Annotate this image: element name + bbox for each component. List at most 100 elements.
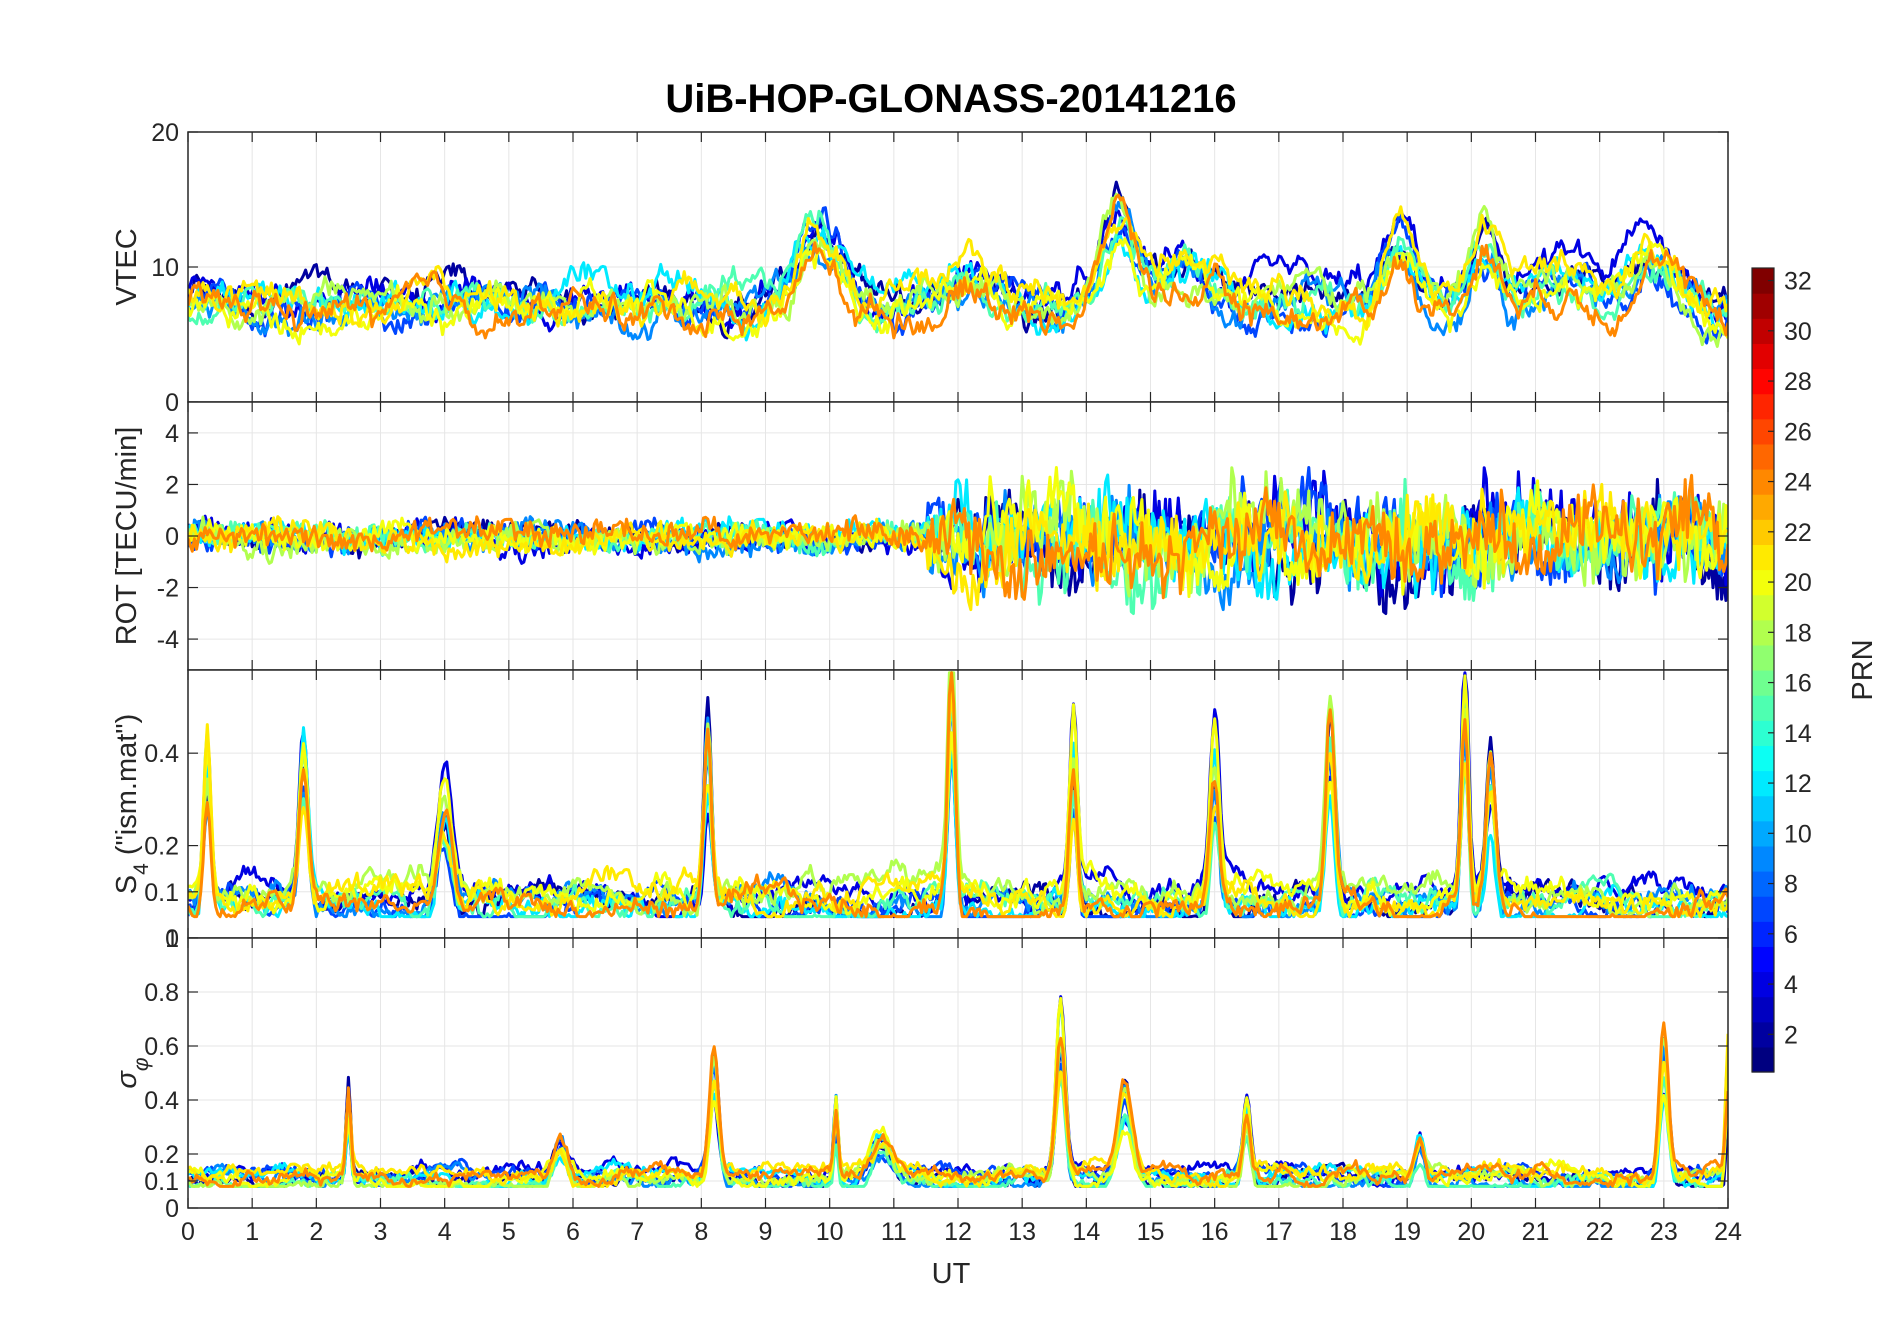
- x-tick-label: 23: [1650, 1218, 1678, 1246]
- colorbar-segment: [1752, 619, 1774, 646]
- x-tick-label: 21: [1522, 1218, 1550, 1246]
- series-group: [188, 466, 1728, 615]
- panel-rot: -4 -2 0 2 4 ROT [TECU/min]: [111, 401, 1729, 671]
- colorbar-segment: [1752, 418, 1774, 445]
- colorbar-tick-label: 8: [1784, 871, 1798, 899]
- colorbar-segment: [1752, 720, 1774, 746]
- x-tick-label: 24: [1714, 1218, 1742, 1246]
- x-tick-label: 16: [1201, 1218, 1229, 1246]
- panel-sigma: 00.10.20.40.60.810 1 2 3 4 5 6 7 8 9 10 11 12 13 14 15 1…: [111, 925, 1742, 1246]
- colorbar-segment: [1752, 318, 1774, 344]
- colorbar-tick-label: 18: [1784, 619, 1812, 647]
- colorbar-segment: [1752, 393, 1774, 420]
- y-tick-label: 1: [165, 925, 179, 953]
- x-tick-label: 19: [1393, 1218, 1421, 1246]
- colorbar-segment: [1752, 745, 1774, 772]
- colorbar-segment: [1752, 1021, 1774, 1048]
- colorbar-segment: [1752, 670, 1774, 696]
- y-tick-label: 0.2: [144, 1141, 179, 1169]
- y-tick-label: 2: [165, 471, 179, 499]
- series-group: [188, 180, 1728, 348]
- y-axis-label-sigma: σφ: [111, 1057, 153, 1089]
- y-tick-label: 0.1: [144, 1168, 179, 1196]
- x-tick-label: 14: [1072, 1218, 1100, 1246]
- chart-title: UiB-HOP-GLONASS-20141216: [665, 77, 1236, 121]
- colorbar-tick-label: 14: [1784, 720, 1812, 748]
- y-tick-label: 10: [151, 254, 179, 282]
- colorbar-tick-label: 28: [1784, 368, 1812, 396]
- x-tick-label: 22: [1586, 1218, 1614, 1246]
- y-axis-label-s4: S4 ("ism.mat"): [111, 714, 153, 895]
- x-tick-label: 6: [566, 1218, 580, 1246]
- y-tick-label: 0.4: [144, 740, 179, 768]
- y-tick-label: 20: [151, 119, 179, 147]
- x-tick-label: 13: [1008, 1218, 1036, 1246]
- x-tick-label: 7: [630, 1218, 644, 1246]
- y-tick-label: 0.2: [144, 833, 179, 861]
- x-tick-label: 18: [1329, 1218, 1357, 1246]
- colorbar-tick-label: 10: [1784, 820, 1812, 848]
- colorbar-tick-label: 20: [1784, 569, 1812, 597]
- colorbar-segment: [1752, 820, 1774, 847]
- colorbar-segment: [1752, 971, 1774, 998]
- colorbar-segment: [1752, 896, 1774, 922]
- colorbar-segment: [1752, 795, 1774, 822]
- y-tick-label: 4: [165, 420, 179, 448]
- x-tick-label: 1: [245, 1218, 259, 1246]
- colorbar-segment: [1752, 293, 1774, 319]
- series-line-prn-21: [188, 482, 1728, 612]
- x-tick-label: 2: [309, 1218, 323, 1246]
- panel-vtec: 0 10 20 VTEC: [111, 119, 1729, 417]
- colorbar-segment: [1752, 443, 1774, 470]
- x-tick-label: 9: [759, 1218, 773, 1246]
- y-tick-label: -4: [157, 626, 179, 654]
- colorbar-segment: [1752, 469, 1774, 495]
- colorbar-segment: [1752, 268, 1774, 294]
- colorbar-segment: [1752, 770, 1774, 797]
- colorbar-tick-label: 6: [1784, 921, 1798, 949]
- x-tick-label: 20: [1457, 1218, 1485, 1246]
- colorbar-segment: [1752, 921, 1774, 947]
- x-tick-label: 5: [502, 1218, 516, 1246]
- colorbar-segment: [1752, 368, 1774, 395]
- colorbar-tick-label: 12: [1784, 770, 1812, 798]
- x-tick-label: 12: [944, 1218, 972, 1246]
- y-axis-label-rot: ROT [TECU/min]: [111, 427, 143, 646]
- colorbar-tick-label: 30: [1784, 318, 1812, 346]
- colorbar-segment: [1752, 845, 1774, 872]
- y-tick-label: 0: [165, 389, 179, 417]
- y-tick-label: 0: [165, 523, 179, 551]
- panel-s4: 0 0.1 0.2 0.4S4 ("ism.mat"): [111, 669, 1729, 953]
- x-tick-label: 10: [816, 1218, 844, 1246]
- series-line-prn-24: [188, 193, 1728, 340]
- x-tick-label: 0: [181, 1218, 195, 1246]
- y-tick-label: 0.4: [144, 1087, 179, 1115]
- colorbar-tick-label: 16: [1784, 670, 1812, 698]
- colorbar-segment: [1752, 594, 1774, 621]
- colorbar-segment: [1752, 871, 1774, 897]
- series-line-prn-21: [188, 1033, 1728, 1188]
- colorbar-tick-label: 24: [1784, 469, 1812, 497]
- colorbar-segment: [1752, 996, 1774, 1023]
- colorbar-segment: [1752, 544, 1774, 571]
- colorbar-tick-label: 4: [1784, 971, 1798, 999]
- y-tick-label: 0.1: [144, 879, 179, 907]
- series-line-prn-21: [188, 205, 1728, 331]
- colorbar-segment: [1752, 494, 1774, 520]
- y-tick-label: 0.6: [144, 1033, 179, 1061]
- colorbar-tick-label: 32: [1784, 268, 1812, 296]
- series-line-prn-24: [188, 1021, 1728, 1188]
- colorbar-tick-label: 22: [1784, 519, 1812, 547]
- series-line-prn-24: [188, 473, 1728, 601]
- x-tick-label: 15: [1137, 1218, 1165, 1246]
- series-line-prn-9: [188, 483, 1728, 612]
- x-tick-label: 11: [881, 1218, 907, 1246]
- colorbar-segment: [1752, 343, 1774, 370]
- colorbar-segment: [1752, 695, 1774, 721]
- y-tick-label: 0: [165, 925, 179, 953]
- colorbar-tick-label: 2: [1784, 1021, 1798, 1049]
- colorbar-tick-label: 26: [1784, 418, 1812, 446]
